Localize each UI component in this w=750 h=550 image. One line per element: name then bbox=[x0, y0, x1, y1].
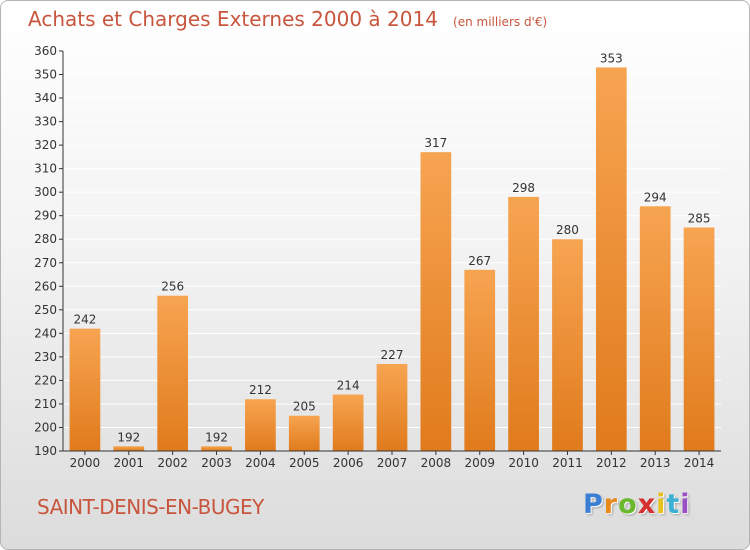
y-tick-label: 320 bbox=[34, 138, 57, 152]
bar-2001 bbox=[113, 446, 145, 451]
x-tick-label: 2012 bbox=[596, 456, 627, 470]
y-tick-label: 220 bbox=[34, 373, 57, 387]
brand-logo: Proxiti bbox=[583, 489, 691, 520]
y-tick-label: 250 bbox=[34, 303, 57, 317]
y-tick-label: 330 bbox=[34, 115, 57, 129]
data-label-2000: 242 bbox=[73, 313, 96, 327]
y-tick-label: 310 bbox=[34, 162, 57, 176]
y-tick-label: 240 bbox=[34, 326, 57, 340]
data-label-2002: 256 bbox=[161, 280, 184, 294]
bar-2009 bbox=[464, 269, 496, 451]
x-tick-label: 2001 bbox=[114, 456, 145, 470]
bars: 242 192 256 192 212 205 214 227 317 267 298 280 353 2… bbox=[69, 51, 715, 452]
x-tick-label: 2003 bbox=[201, 456, 232, 470]
data-label-2013: 294 bbox=[644, 190, 667, 204]
y-tick-label: 210 bbox=[34, 397, 57, 411]
bar-2005 bbox=[288, 415, 320, 451]
y-tick-label: 190 bbox=[34, 444, 57, 458]
place-name: SAINT-DENIS-EN-BUGEY bbox=[37, 495, 264, 519]
data-label-2006: 214 bbox=[337, 379, 360, 393]
x-tick-label: 2004 bbox=[245, 456, 276, 470]
x-tick-label: 2000 bbox=[70, 456, 101, 470]
x-tick-label: 2011 bbox=[552, 456, 583, 470]
brand-letter: x bbox=[637, 489, 657, 520]
data-label-2005: 205 bbox=[293, 400, 316, 414]
data-label-2014: 285 bbox=[688, 211, 711, 225]
brand-letter: P bbox=[583, 489, 604, 520]
x-tick-label: 2013 bbox=[640, 456, 671, 470]
data-label-2010: 298 bbox=[512, 181, 535, 195]
bar-2000 bbox=[69, 328, 101, 451]
bar-2012 bbox=[595, 67, 627, 452]
x-tick-label: 2006 bbox=[333, 456, 364, 470]
chart-title: Achats et Charges Externes 2000 à 2014 bbox=[28, 7, 438, 31]
y-tick-label: 300 bbox=[34, 185, 57, 199]
bar-2008 bbox=[420, 152, 452, 452]
data-label-2007: 227 bbox=[381, 348, 404, 362]
x-tick-label: 2009 bbox=[464, 456, 495, 470]
bar-2006 bbox=[332, 394, 364, 451]
brand-letter: t bbox=[666, 489, 681, 520]
y-tick-label: 270 bbox=[34, 256, 57, 270]
bar-2003 bbox=[201, 446, 232, 451]
data-label-2012: 353 bbox=[600, 51, 623, 65]
bar-2011 bbox=[552, 239, 583, 451]
axes: 190 200 210 220 230 240 250 260 270 280 290 300 310 3… bbox=[34, 44, 721, 470]
x-tick-label: 2014 bbox=[684, 456, 715, 470]
y-tick-label: 200 bbox=[34, 420, 57, 434]
y-tick-label: 230 bbox=[34, 350, 57, 364]
y-tick-label: 260 bbox=[34, 279, 57, 293]
x-tick-label: 2007 bbox=[377, 456, 408, 470]
title-row: Achats et Charges Externes 2000 à 2014 (… bbox=[28, 7, 547, 31]
x-tick-label: 2008 bbox=[421, 456, 452, 470]
brand-letter: r bbox=[603, 489, 619, 520]
bar-2007 bbox=[376, 363, 408, 451]
data-label-2004: 212 bbox=[249, 383, 272, 397]
data-label-2008: 317 bbox=[424, 136, 447, 150]
x-tick-label: 2002 bbox=[157, 456, 188, 470]
bar-2002 bbox=[157, 295, 189, 451]
y-tick-label: 280 bbox=[34, 232, 57, 246]
data-label-2011: 280 bbox=[556, 223, 579, 237]
data-label-2003: 192 bbox=[205, 430, 228, 444]
x-tick-label: 2005 bbox=[289, 456, 320, 470]
brand-letter: o bbox=[618, 489, 638, 520]
chart-unit: (en milliers d'€) bbox=[453, 15, 548, 29]
brand-letter: i bbox=[656, 489, 667, 520]
data-label-2001: 192 bbox=[117, 430, 140, 444]
data-label-2009: 267 bbox=[468, 254, 491, 268]
y-tick-label: 350 bbox=[34, 68, 57, 82]
x-tick-label: 2010 bbox=[508, 456, 539, 470]
brand-letter: i bbox=[680, 489, 691, 520]
bar-2010 bbox=[508, 196, 539, 451]
y-tick-label: 290 bbox=[34, 209, 57, 223]
bar-2013 bbox=[639, 206, 671, 451]
bar-2004 bbox=[245, 399, 276, 451]
bar-2014 bbox=[683, 227, 715, 451]
y-tick-label: 340 bbox=[34, 91, 57, 105]
y-tick-label: 360 bbox=[34, 44, 57, 58]
